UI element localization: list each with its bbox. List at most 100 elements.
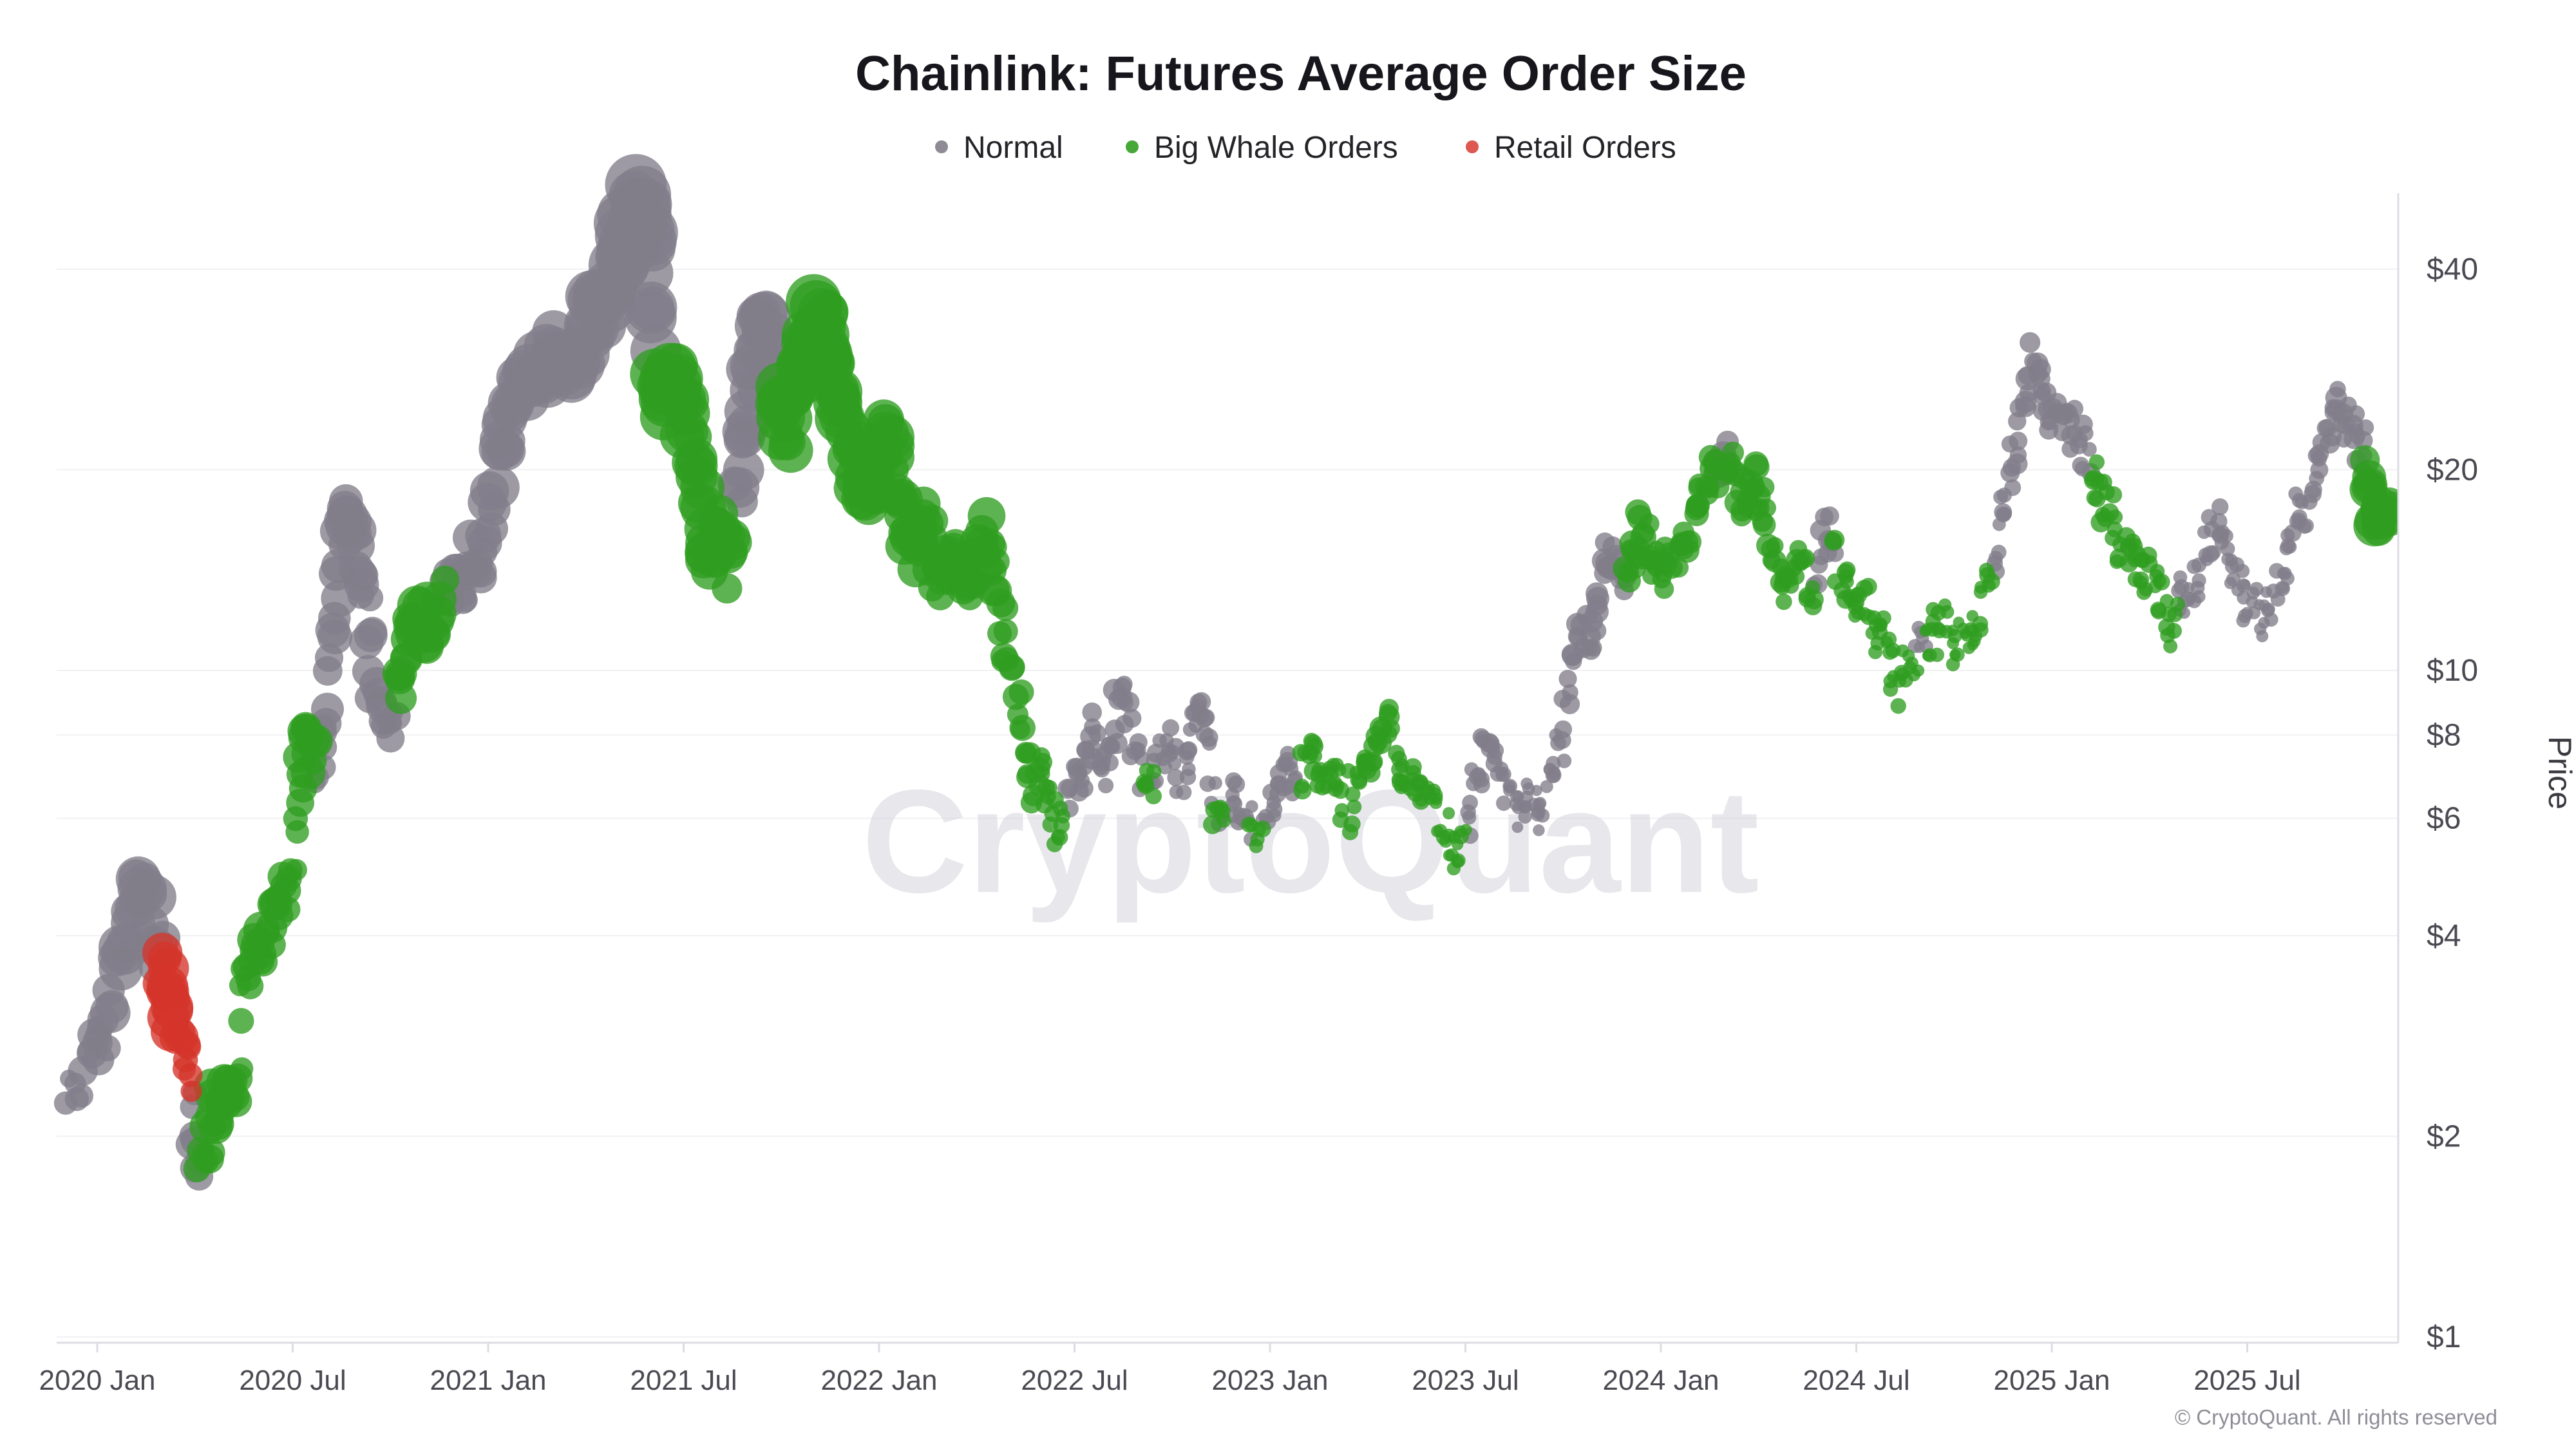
data-point bbox=[723, 449, 764, 491]
data-point bbox=[175, 1034, 202, 1060]
y-tick-label: $10 bbox=[2427, 654, 2478, 688]
data-point bbox=[1743, 454, 1770, 480]
data-point bbox=[1518, 810, 1532, 824]
data-point bbox=[431, 565, 460, 594]
data-point bbox=[1266, 795, 1282, 810]
data-point bbox=[1462, 810, 1477, 825]
data-point bbox=[1162, 719, 1180, 737]
data-point bbox=[1754, 477, 1775, 498]
data-point bbox=[1165, 744, 1180, 760]
data-point bbox=[1757, 498, 1776, 517]
data-point bbox=[486, 431, 526, 471]
data-point bbox=[311, 692, 344, 726]
x-tick-label: 2022 Jul bbox=[1021, 1365, 1128, 1396]
data-point bbox=[1381, 719, 1401, 738]
data-point bbox=[285, 858, 307, 881]
legend-item-normal[interactable]: Normal bbox=[935, 131, 1063, 165]
data-point bbox=[2192, 573, 2206, 588]
data-point bbox=[1558, 670, 1577, 688]
data-point bbox=[1122, 708, 1142, 728]
data-point bbox=[1137, 775, 1154, 793]
data-point bbox=[2256, 630, 2269, 643]
data-point bbox=[1379, 704, 1397, 723]
legend: Normal Big Whale Orders Retail Orders bbox=[935, 131, 1676, 165]
data-point bbox=[1859, 578, 1877, 596]
data-point bbox=[1820, 506, 1839, 526]
x-tick-label: 2025 Jan bbox=[1993, 1365, 2110, 1396]
data-point bbox=[1040, 788, 1056, 805]
data-point bbox=[1146, 764, 1162, 779]
data-point bbox=[1294, 779, 1310, 794]
data-point bbox=[1167, 769, 1185, 786]
data-point bbox=[1307, 748, 1323, 764]
data-point bbox=[1363, 752, 1383, 772]
data-point bbox=[1946, 657, 1960, 672]
data-point bbox=[1638, 513, 1660, 535]
data-point bbox=[1115, 676, 1133, 693]
data-point bbox=[1227, 795, 1242, 810]
data-point bbox=[70, 1084, 93, 1108]
data-point bbox=[1533, 824, 1545, 837]
data-point bbox=[1752, 513, 1776, 537]
data-point bbox=[196, 1138, 225, 1167]
data-point bbox=[2163, 639, 2178, 654]
data-point bbox=[2280, 571, 2295, 585]
data-point bbox=[1511, 821, 1524, 833]
data-point bbox=[1404, 758, 1422, 776]
legend-item-retail-orders[interactable]: Retail Orders bbox=[1466, 131, 1676, 165]
x-tick-label: 2023 Jul bbox=[1412, 1365, 1519, 1396]
data-point bbox=[1082, 702, 1102, 723]
data-point bbox=[2004, 479, 2022, 497]
data-point bbox=[1839, 574, 1854, 589]
data-point bbox=[2082, 442, 2097, 457]
data-point bbox=[2357, 419, 2374, 436]
data-point bbox=[1947, 629, 1962, 643]
data-point bbox=[1053, 817, 1070, 834]
data-point bbox=[2318, 419, 2337, 437]
data-point bbox=[2374, 491, 2398, 525]
data-point bbox=[2264, 612, 2278, 627]
legend-label-big-whale-orders: Big Whale Orders bbox=[1154, 131, 1398, 165]
data-point bbox=[1540, 780, 1553, 793]
legend-label-retail-orders: Retail Orders bbox=[1494, 131, 1676, 165]
x-tick-label: 2024 Jul bbox=[1803, 1365, 1909, 1396]
legend-dot-normal-icon bbox=[935, 140, 948, 153]
data-point bbox=[2020, 332, 2041, 353]
data-point bbox=[219, 1081, 250, 1112]
data-point bbox=[2166, 623, 2182, 639]
x-tick-label: 2024 Jan bbox=[1602, 1365, 1719, 1396]
data-point bbox=[2353, 431, 2373, 450]
data-point bbox=[2170, 596, 2185, 612]
data-point bbox=[714, 518, 751, 556]
data-point bbox=[1678, 530, 1702, 554]
data-point bbox=[1531, 784, 1542, 797]
data-point bbox=[420, 596, 457, 632]
data-point bbox=[477, 466, 520, 509]
data-point bbox=[1462, 795, 1479, 811]
data-point bbox=[230, 1057, 254, 1081]
data-point bbox=[2235, 564, 2250, 578]
data-point bbox=[1496, 766, 1511, 782]
legend-item-big-whale-orders[interactable]: Big Whale Orders bbox=[1126, 131, 1398, 165]
y-tick-label: $40 bbox=[2427, 252, 2478, 287]
data-point bbox=[1088, 724, 1106, 743]
data-point bbox=[1117, 694, 1133, 711]
y-tick-label: $6 bbox=[2427, 802, 2461, 836]
data-point bbox=[1145, 788, 1162, 804]
data-point bbox=[1451, 855, 1464, 869]
copyright-footer: © CryptoQuant. All rights reserved bbox=[2175, 1405, 2497, 1429]
data-point bbox=[1882, 681, 1899, 697]
data-point bbox=[1545, 767, 1562, 784]
data-point bbox=[1068, 781, 1089, 802]
data-point bbox=[1929, 647, 1944, 662]
data-point bbox=[1766, 536, 1784, 554]
data-point bbox=[1251, 822, 1266, 837]
data-point bbox=[1009, 679, 1034, 705]
data-point bbox=[1345, 786, 1361, 802]
data-point bbox=[1101, 753, 1119, 772]
data-point bbox=[178, 1063, 203, 1087]
data-point bbox=[2219, 529, 2233, 544]
data-point bbox=[2211, 498, 2229, 516]
data-point bbox=[1533, 797, 1547, 810]
